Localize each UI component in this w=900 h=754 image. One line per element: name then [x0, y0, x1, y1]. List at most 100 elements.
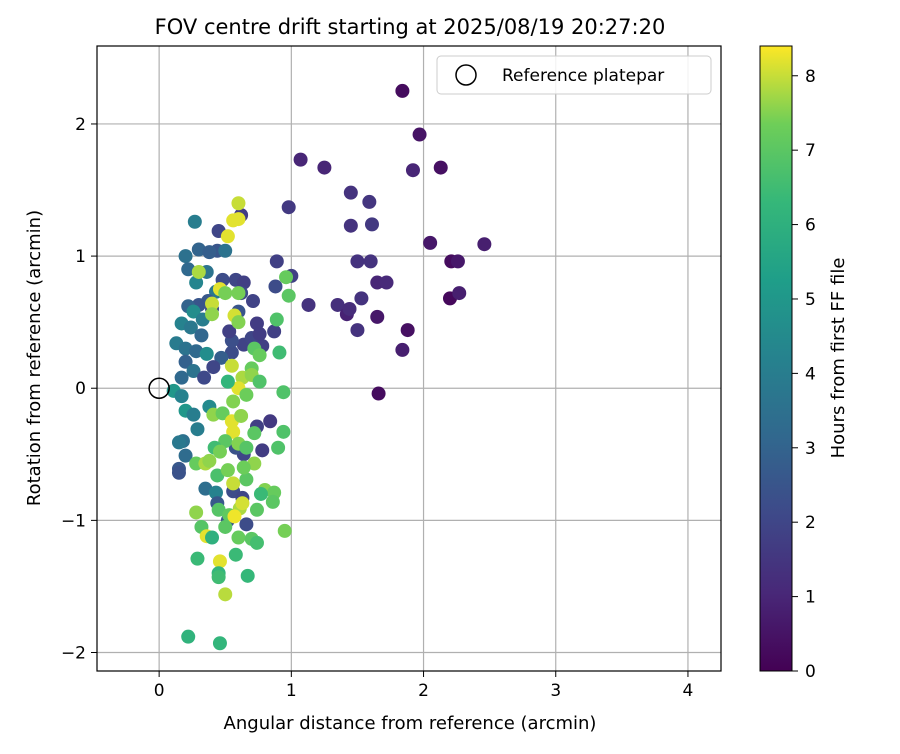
colorbar-tick-label: 6: [805, 216, 816, 236]
data-point: [239, 472, 254, 487]
x-tick-label: 1: [286, 681, 297, 701]
data-point: [189, 505, 204, 520]
data-point: [343, 185, 358, 200]
x-axis-label: Angular distance from reference (arcmin): [224, 713, 597, 734]
data-point: [224, 345, 239, 360]
plot-frame: [96, 45, 722, 672]
data-point: [281, 200, 296, 215]
data-point: [252, 348, 267, 363]
data-point: [477, 237, 492, 252]
colorbar-tick-label: 3: [805, 439, 816, 459]
data-point: [231, 286, 246, 301]
data-point: [181, 629, 196, 644]
data-point: [178, 354, 193, 369]
data-point: [212, 554, 227, 569]
data-point: [190, 422, 205, 437]
data-point: [239, 517, 254, 532]
data-point: [218, 519, 233, 534]
data-point: [231, 196, 246, 211]
data-point: [218, 434, 233, 449]
data-point: [224, 358, 239, 373]
data-point: [178, 249, 193, 264]
data-point: [239, 387, 254, 402]
data-point: [231, 530, 246, 545]
data-point: [281, 288, 296, 303]
data-point: [265, 494, 280, 509]
data-point: [186, 304, 201, 319]
data-point: [236, 460, 251, 475]
data-point: [211, 502, 226, 517]
data-point: [205, 307, 220, 322]
data-point: [301, 297, 316, 312]
data-point: [247, 426, 262, 441]
data-point: [174, 389, 189, 404]
data-point: [317, 160, 332, 175]
data-point: [199, 346, 214, 361]
legend-marker: [455, 64, 477, 86]
data-point: [197, 370, 212, 385]
data-point: [253, 486, 268, 501]
data-point: [255, 443, 270, 458]
colorbar-tick-label: 4: [805, 364, 816, 384]
reference-platepar-marker: [148, 377, 170, 399]
data-point: [191, 242, 206, 257]
data-point: [272, 345, 287, 360]
data-point: [267, 324, 282, 339]
data-point: [226, 394, 241, 409]
chart-title: FOV centre drift starting at 2025/08/19 …: [155, 15, 666, 39]
data-point: [174, 370, 189, 385]
colorbar-gradient: [759, 45, 793, 672]
colorbar-label: Hours from first FF file: [828, 258, 849, 459]
x-tick-label: 4: [683, 681, 694, 701]
data-point: [206, 360, 221, 375]
data-point: [412, 127, 427, 142]
data-point: [189, 275, 204, 290]
data-point: [215, 406, 230, 421]
data-point: [186, 364, 201, 379]
data-point: [191, 264, 206, 279]
data-point: [277, 523, 292, 538]
data-point: [239, 440, 254, 455]
colorbar: 0 1 2 3 4 5 6 7 8 Hours from first FF file: [759, 45, 849, 682]
x-tick-label: 3: [550, 681, 561, 701]
data-point: [370, 309, 385, 324]
y-axis-label: Rotation from reference (arcmin): [24, 210, 45, 506]
data-point: [198, 481, 213, 496]
data-point: [364, 217, 379, 232]
colorbar-tick-label: 0: [805, 662, 816, 682]
y-tick-label: 1: [75, 247, 86, 267]
x-tick-label: 2: [418, 681, 429, 701]
data-point: [279, 270, 294, 285]
data-point: [252, 327, 267, 342]
colorbar-tick-label: 5: [805, 290, 816, 310]
data-point: [276, 385, 291, 400]
data-point: [343, 218, 358, 233]
data-point: [362, 194, 377, 209]
data-point: [211, 570, 226, 585]
data-point: [189, 344, 204, 359]
data-point: [214, 350, 229, 365]
data-point: [249, 316, 264, 331]
data-point: [186, 407, 201, 422]
x-tick-label: 0: [154, 681, 165, 701]
data-point: [423, 235, 438, 250]
data-point: [181, 262, 196, 277]
data-point: [218, 286, 233, 301]
data-point: [178, 448, 193, 463]
data-point: [246, 294, 260, 309]
data-point: [212, 636, 227, 651]
data-point: [330, 297, 345, 312]
data-point: [269, 254, 284, 269]
data-point: [178, 341, 193, 356]
data-point: [222, 324, 237, 339]
data-point: [220, 229, 235, 244]
data-point: [226, 424, 241, 439]
data-point: [371, 386, 386, 401]
data-point: [395, 83, 410, 98]
data-point: [249, 502, 264, 517]
data-point: [276, 424, 291, 439]
data-point: [293, 152, 308, 167]
data-point: [400, 323, 415, 338]
